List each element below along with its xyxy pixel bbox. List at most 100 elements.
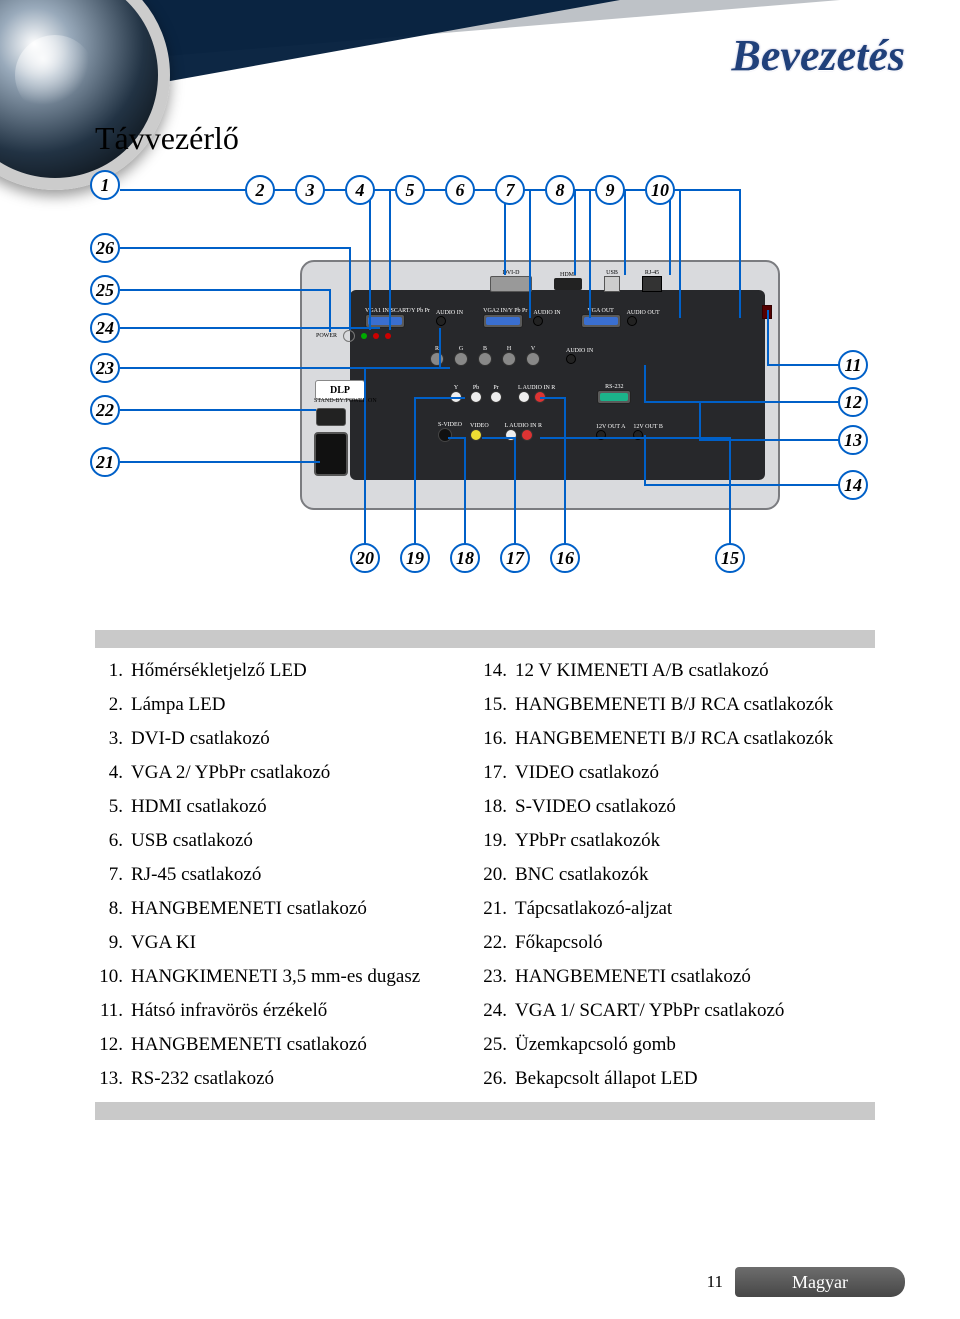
bnc-h	[502, 352, 516, 366]
callout-4: 4	[345, 175, 375, 205]
legend-text: HDMI csatlakozó	[127, 790, 477, 824]
legend-num: 8.	[95, 892, 127, 926]
callout-13: 13	[838, 425, 868, 455]
legend-num: 21.	[477, 892, 511, 926]
page-footer: 11 Magyar	[707, 1267, 905, 1297]
table-row: 6.USB csatlakozó19.YPbPr csatlakozók	[95, 824, 875, 858]
table-row: 3.DVI-D csatlakozó16.HANGBEMENETI B/J RC…	[95, 722, 875, 756]
callout-21: 21	[90, 447, 120, 477]
legend-num: 9.	[95, 926, 127, 960]
callout-23: 23	[90, 353, 120, 383]
legend-text: VGA 1/ SCART/ YPbPr csatlakozó	[511, 994, 875, 1028]
power-label: POWER	[316, 333, 337, 339]
callout-19: 19	[400, 543, 430, 573]
led-red2	[385, 333, 391, 339]
section-subtitle: Távvezérlő	[95, 120, 239, 157]
callout-22: 22	[90, 395, 120, 425]
legend-text: Főkapcsoló	[511, 926, 875, 960]
bnc-h-label: H	[502, 346, 516, 352]
hdmi-port	[554, 278, 582, 290]
ypp-aud-r	[534, 391, 546, 403]
legend-num: 20.	[477, 858, 511, 892]
standby-label: STAND-BY/POWER ON	[314, 398, 377, 404]
vaud-l	[505, 429, 517, 441]
bnc-g-label: G	[454, 346, 468, 352]
t12b-label: 12V OUT B	[633, 424, 662, 430]
legend-num: 15.	[477, 688, 511, 722]
legend-text: Üzemkapcsoló gomb	[511, 1028, 875, 1062]
vaud-r	[521, 429, 533, 441]
video-label: VIDEO	[470, 423, 489, 429]
legend-section: 1.Hőmérsékletjelző LED14.12 V KIMENETI A…	[95, 630, 875, 1126]
bnc-ain	[566, 354, 576, 364]
legend-text: Tápcsatlakozó-aljzat	[511, 892, 875, 926]
table-row: 11.Hátsó infravörös érzékelő24.VGA 1/ SC…	[95, 994, 875, 1028]
bnc-r	[430, 352, 444, 366]
legend-num: 19.	[477, 824, 511, 858]
legend-text: Hőmérsékletjelző LED	[127, 654, 477, 688]
svideo-label: S-VIDEO	[438, 422, 462, 428]
legend-table: 1.Hőmérsékletjelző LED14.12 V KIMENETI A…	[95, 654, 875, 1096]
table-row: 13.RS-232 csatlakozó26.Bekapcsolt állapo…	[95, 1062, 875, 1096]
table-row: 10.HANGKIMENETI 3,5 mm-es dugasz23.HANGB…	[95, 960, 875, 994]
ypp-pr-label: Pr	[490, 385, 502, 391]
dlp-badge: DLP	[315, 380, 365, 400]
digital-port-row: DVI-D HDMI USB RJ-45	[490, 270, 662, 292]
bnc-row: R G B H V AUDIO IN	[430, 346, 593, 366]
t12b	[633, 430, 643, 440]
rj45-label: RJ-45	[642, 270, 662, 276]
video-row: S-VIDEO VIDEO L AUDIO IN R 12V OUT A 12V…	[438, 422, 663, 442]
legend-num: 18.	[477, 790, 511, 824]
bnc-ain-label: AUDIO IN	[566, 348, 593, 354]
callout-11: 11	[838, 350, 868, 380]
legend-num: 23.	[477, 960, 511, 994]
ain1-label: AUDIO IN	[436, 310, 463, 316]
callout-15: 15	[715, 543, 745, 573]
svideo-port	[438, 428, 452, 442]
legend-num: 4.	[95, 756, 127, 790]
callout-3: 3	[295, 175, 325, 205]
legend-text: Lámpa LED	[127, 688, 477, 722]
legend-text: HANGBEMENETI B/J RCA csatlakozók	[511, 722, 875, 756]
vga1-label: VGA1 IN/SCART/Y Pb Pr	[365, 308, 430, 314]
legend-num: 1.	[95, 654, 127, 688]
legend-num: 6.	[95, 824, 127, 858]
vga2-port	[483, 314, 523, 328]
bnc-v-label: V	[526, 346, 540, 352]
language-badge: Magyar	[735, 1267, 905, 1297]
legend-text: 12 V KIMENETI A/B csatlakozó	[511, 654, 875, 688]
t12a	[596, 430, 606, 440]
vga1-port	[365, 314, 405, 328]
legend-text: Hátsó infravörös érzékelő	[127, 994, 477, 1028]
legend-text: HANGBEMENETI csatlakozó	[511, 960, 875, 994]
legend-text: YPbPr csatlakozók	[511, 824, 875, 858]
legend-num: 14.	[477, 654, 511, 688]
callout-10: 10	[645, 175, 675, 205]
lens-graphic	[0, 0, 170, 190]
callout-20: 20	[350, 543, 380, 573]
vga-row: VGA1 IN/SCART/Y Pb Pr AUDIO IN VGA2 IN/Y…	[365, 308, 660, 328]
rj45-port	[642, 276, 662, 292]
table-row: 7.RJ-45 csatlakozó20.BNC csatlakozók	[95, 858, 875, 892]
usb-label: USB	[604, 270, 620, 276]
callout-26: 26	[90, 233, 120, 263]
rear-panel-diagram: DLP POWER STAND-BY/POWER ON DVI-D HDMI U…	[90, 170, 880, 590]
t12a-label: 12V OUT A	[596, 424, 625, 430]
aout-label: AUDIO OUT	[627, 310, 660, 316]
legend-num: 16.	[477, 722, 511, 756]
bnc-r-label: R	[430, 346, 444, 352]
legend-text: VGA 2/ YPbPr csatlakozó	[127, 756, 477, 790]
table-row: 8.HANGBEMENETI csatlakozó21.Tápcsatlakoz…	[95, 892, 875, 926]
legend-num: 3.	[95, 722, 127, 756]
legend-num: 5.	[95, 790, 127, 824]
bnc-b	[478, 352, 492, 366]
ypp-pb-label: Pb	[470, 385, 482, 391]
ypp-pb	[470, 391, 482, 403]
table-row: 1.Hőmérsékletjelző LED14.12 V KIMENETI A…	[95, 654, 875, 688]
ypp-pr	[490, 391, 502, 403]
vga2-label: VGA2 IN/Y Pb Pr	[483, 308, 527, 314]
page-title: Bevezetés	[732, 30, 905, 81]
callout-24: 24	[90, 313, 120, 343]
aout-port	[627, 316, 637, 326]
legend-text: RJ-45 csatlakozó	[127, 858, 477, 892]
